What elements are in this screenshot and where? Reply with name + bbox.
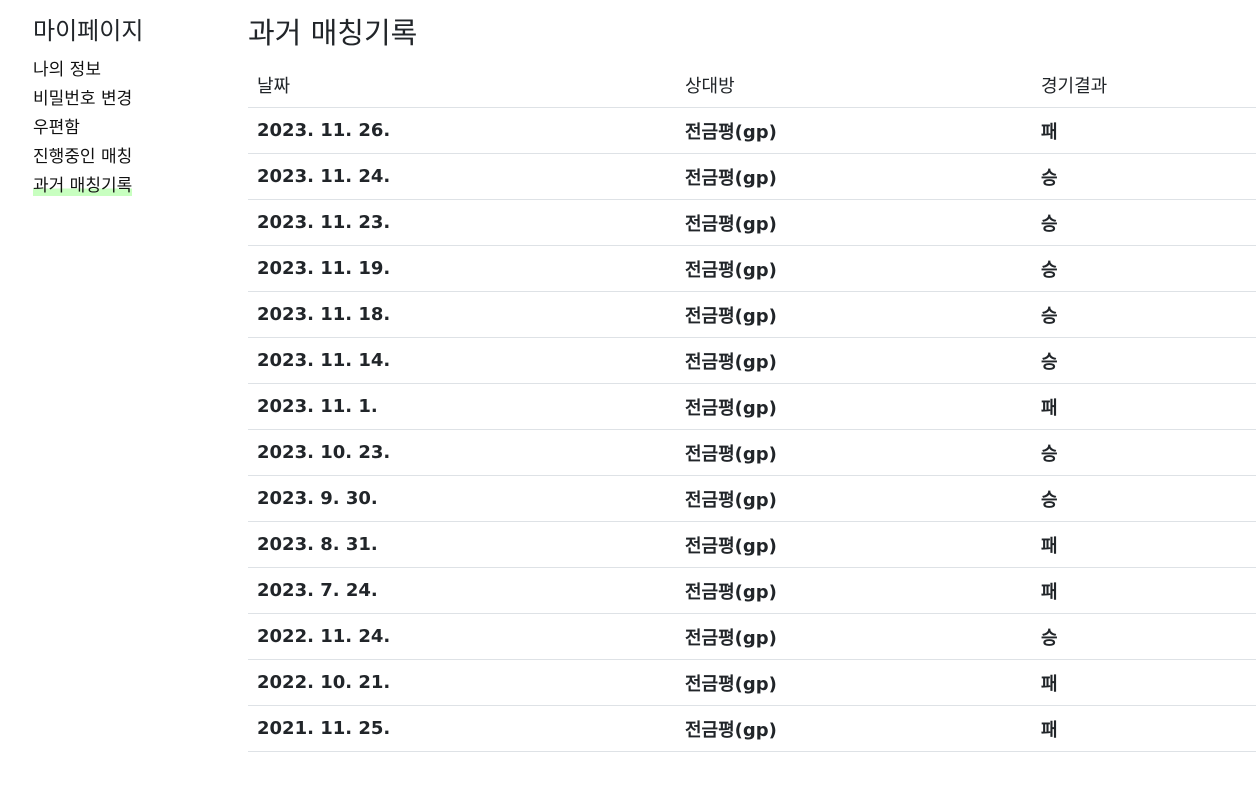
column-header-result: 경기결과 [1032,62,1256,108]
opponent-cell: 전금평(gp) [676,153,1032,200]
table-body: 2023. 11. 26. 전금평(gp) 패 2023. 11. 24. 전금… [248,107,1256,752]
sidebar-title: 마이페이지 [33,17,144,45]
sidebar: 마이페이지 나의 정보 비밀번호 변경 우편함 진행중인 매칭 과거 매칭기록 [33,14,223,201]
date-cell: 2023. 11. 1. [248,383,676,430]
result-cell: 패 [1032,567,1256,614]
table-row: 2023. 11. 24. 전금평(gp) 승 [248,153,1256,200]
result-cell: 승 [1032,153,1256,200]
table-row: 2023. 11. 14. 전금평(gp) 승 [248,337,1256,384]
result-cell: 승 [1032,475,1256,522]
date-cell: 2022. 10. 21. [248,659,676,706]
table-row: 2023. 11. 26. 전금평(gp) 패 [248,107,1256,154]
result-cell: 승 [1032,291,1256,338]
sidebar-item-label: 우편함 [33,118,80,138]
table-row: 2023. 11. 19. 전금평(gp) 승 [248,245,1256,292]
sidebar-item-label: 나의 정보 [33,60,101,80]
table-row: 2022. 10. 21. 전금평(gp) 패 [248,659,1256,706]
opponent-cell: 전금평(gp) [676,429,1032,476]
opponent-cell: 전금평(gp) [676,199,1032,246]
column-header-date: 날짜 [248,62,676,108]
result-cell: 패 [1032,659,1256,706]
table-row: 2021. 11. 25. 전금평(gp) 패 [248,705,1256,752]
opponent-cell: 전금평(gp) [676,613,1032,660]
result-cell: 승 [1032,429,1256,476]
date-cell: 2023. 7. 24. [248,567,676,614]
date-cell: 2023. 11. 24. [248,153,676,200]
sidebar-item-past-matches[interactable]: 과거 매칭기록 [33,172,223,201]
opponent-cell: 전금평(gp) [676,245,1032,292]
opponent-cell: 전금평(gp) [676,383,1032,430]
result-cell: 승 [1032,199,1256,246]
table-row: 2023. 9. 30. 전금평(gp) 승 [248,475,1256,522]
date-cell: 2023. 11. 18. [248,291,676,338]
sidebar-item-my-info[interactable]: 나의 정보 [33,56,223,85]
opponent-cell: 전금평(gp) [676,337,1032,384]
opponent-cell: 전금평(gp) [676,475,1032,522]
result-cell: 승 [1032,245,1256,292]
table-row: 2023. 10. 23. 전금평(gp) 승 [248,429,1256,476]
date-cell: 2023. 11. 23. [248,199,676,246]
opponent-cell: 전금평(gp) [676,659,1032,706]
result-cell: 패 [1032,107,1256,154]
table-header-row: 날짜 상대방 경기결과 [248,62,1256,108]
result-cell: 승 [1032,613,1256,660]
table-row: 2023. 7. 24. 전금평(gp) 패 [248,567,1256,614]
result-cell: 패 [1032,521,1256,568]
date-cell: 2023. 11. 26. [248,107,676,154]
sidebar-item-label: 비밀번호 변경 [33,89,133,109]
date-cell: 2023. 8. 31. [248,521,676,568]
sidebar-item-ongoing-matches[interactable]: 진행중인 매칭 [33,143,223,172]
opponent-cell: 전금평(gp) [676,521,1032,568]
date-cell: 2023. 10. 23. [248,429,676,476]
sidebar-item-change-password[interactable]: 비밀번호 변경 [33,85,223,114]
result-cell: 승 [1032,337,1256,384]
opponent-cell: 전금평(gp) [676,705,1032,752]
sidebar-item-label: 과거 매칭기록 [33,176,133,196]
table-row: 2023. 11. 18. 전금평(gp) 승 [248,291,1256,338]
column-header-opponent: 상대방 [676,62,1032,108]
sidebar-item-mailbox[interactable]: 우편함 [33,114,223,143]
match-history-table: 날짜 상대방 경기결과 2023. 11. 26. 전금평(gp) 패 2023… [248,62,1256,752]
opponent-cell: 전금평(gp) [676,107,1032,154]
table-row: 2023. 8. 31. 전금평(gp) 패 [248,521,1256,568]
table-row: 2023. 11. 1. 전금평(gp) 패 [248,383,1256,430]
date-cell: 2021. 11. 25. [248,705,676,752]
date-cell: 2022. 11. 24. [248,613,676,660]
sidebar-item-label: 진행중인 매칭 [33,147,133,167]
table-row: 2022. 11. 24. 전금평(gp) 승 [248,613,1256,660]
date-cell: 2023. 11. 14. [248,337,676,384]
result-cell: 패 [1032,383,1256,430]
date-cell: 2023. 11. 19. [248,245,676,292]
opponent-cell: 전금평(gp) [676,291,1032,338]
date-cell: 2023. 9. 30. [248,475,676,522]
result-cell: 패 [1032,705,1256,752]
opponent-cell: 전금평(gp) [676,567,1032,614]
main-content: 과거 매칭기록 날짜 상대방 경기결과 2023. 11. 26. 전금평(gp… [248,14,1256,752]
page-title: 과거 매칭기록 [248,16,418,50]
table-row: 2023. 11. 23. 전금평(gp) 승 [248,199,1256,246]
